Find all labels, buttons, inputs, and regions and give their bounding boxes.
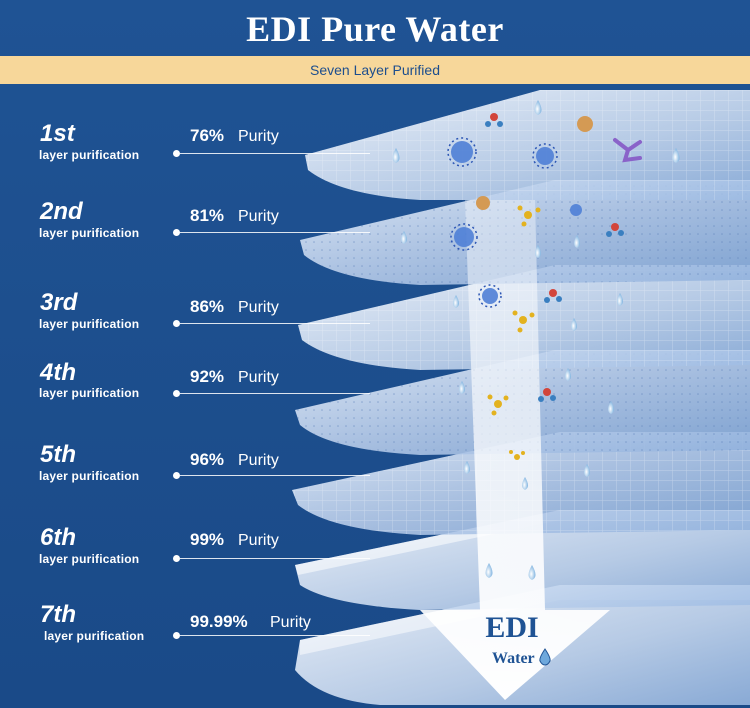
connector-dot	[173, 390, 180, 397]
purity-percent: 96%	[190, 450, 225, 469]
connector-dot	[173, 632, 180, 639]
layer-caption: layer purification	[39, 469, 140, 483]
purity-label: Purity	[238, 208, 279, 225]
connector-dot	[173, 229, 180, 236]
layer-caption: layer purification	[44, 629, 145, 643]
subtitle-banner: Seven Layer Purified	[0, 56, 750, 84]
connector-line	[180, 475, 370, 476]
edi-arrow-subtitle: Water	[492, 648, 552, 668]
purity-percent: 92%	[190, 367, 225, 386]
purity-label: Purity	[270, 614, 311, 631]
purification-arrow	[420, 200, 610, 700]
purity-label: Purity	[238, 532, 279, 549]
water-drop-icon	[539, 648, 551, 666]
edi-arrow-subtitle-text: Water	[492, 650, 535, 667]
connector-dot	[173, 472, 180, 479]
layer-ordinal: 7th	[40, 601, 76, 628]
subtitle-text: Seven Layer Purified	[310, 62, 440, 78]
purity-percent: 86%	[190, 297, 225, 316]
filter-layer-1	[305, 90, 750, 200]
layer-caption: layer purification	[39, 386, 140, 400]
connector-dot	[173, 320, 180, 327]
connector-line	[180, 153, 370, 154]
purity-percent: 81%	[190, 206, 225, 225]
layer-caption: layer purification	[39, 226, 140, 240]
purity-percent: 99.99%	[190, 612, 248, 631]
connector-dot	[173, 150, 180, 157]
purity-label: Purity	[238, 452, 279, 469]
connector-line	[180, 635, 370, 636]
layer-ordinal: 5th	[40, 441, 76, 468]
layer-ordinal: 4th	[40, 359, 76, 386]
layer-ordinal: 6th	[40, 524, 76, 551]
impurity-particles	[447, 113, 642, 460]
water-drops	[392, 100, 680, 580]
connector-line	[180, 558, 370, 559]
purity-percent: 76%	[190, 126, 225, 145]
layer-caption: layer purification	[39, 148, 140, 162]
connector-dot	[173, 555, 180, 562]
layer-caption: layer purification	[39, 552, 140, 566]
purity-percent: 99%	[190, 530, 225, 549]
connector-line	[180, 393, 370, 394]
layer-ordinal: 1st	[40, 120, 75, 147]
layer-caption: layer purification	[39, 317, 140, 331]
layer-ordinal: 2nd	[40, 198, 83, 225]
purity-label: Purity	[238, 128, 279, 145]
layer-ordinal: 3rd	[40, 289, 78, 316]
edi-arrow-title: EDI	[485, 611, 539, 644]
purity-label: Purity	[238, 369, 279, 386]
page-title: EDI Pure Water	[246, 9, 504, 49]
connector-line	[180, 323, 370, 324]
purity-label: Purity	[238, 299, 279, 316]
connector-line	[180, 232, 370, 233]
